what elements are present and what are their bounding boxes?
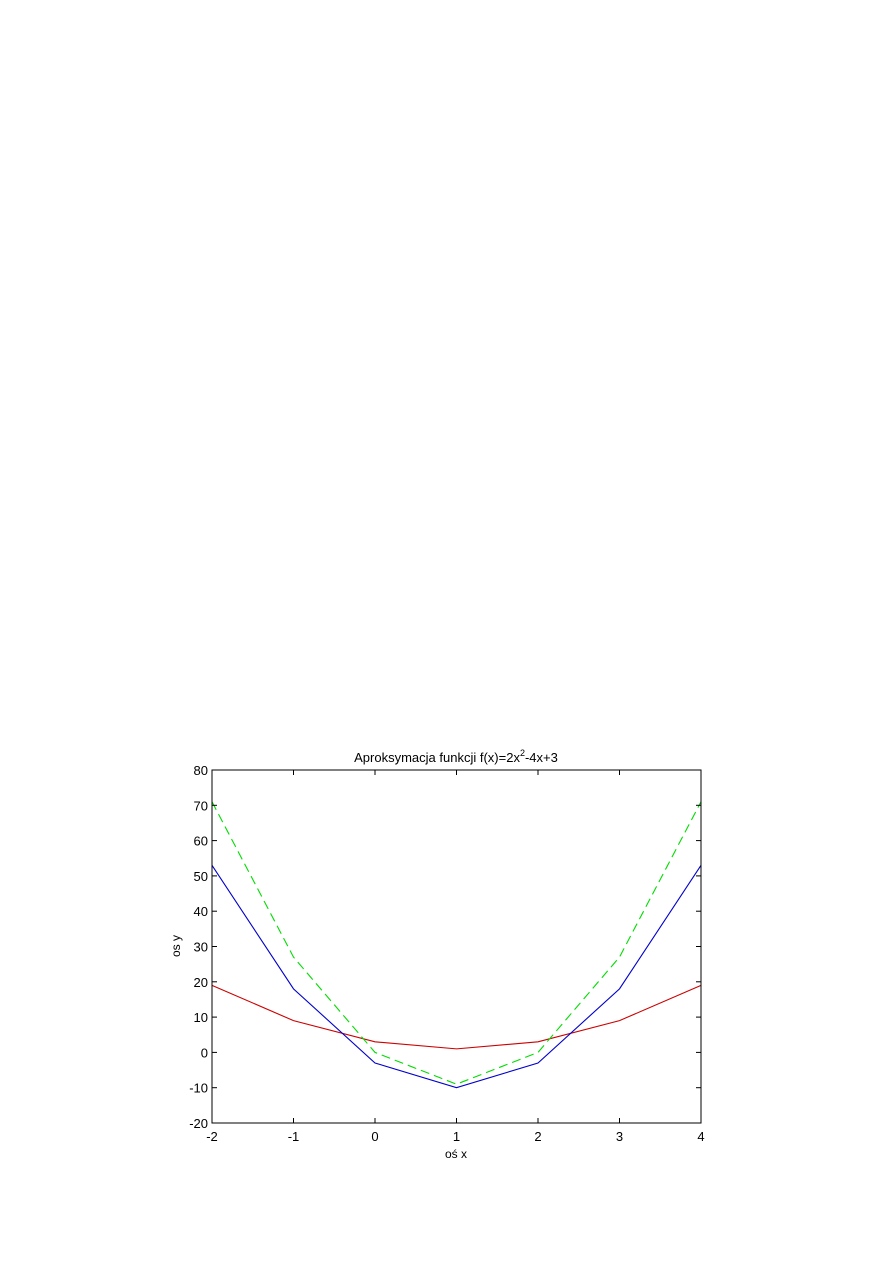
- series-line-1: [211, 984, 702, 1050]
- chart-title-suffix: -4x+3: [525, 750, 558, 765]
- y-tick-label: 10: [194, 1010, 208, 1025]
- x-axis-label: oś x: [445, 1147, 467, 1161]
- y-tick-label: 30: [194, 940, 208, 955]
- y-tick-label: 40: [194, 904, 208, 919]
- y-tick-label: 70: [194, 798, 208, 813]
- x-tick-label: -2: [206, 1129, 218, 1144]
- x-tick-label: -1: [288, 1129, 300, 1144]
- y-tick-label: 80: [194, 763, 208, 778]
- y-tick-label: -10: [189, 1081, 208, 1096]
- chart-title: Aproksymacja funkcji f(x)=2x2-4x+3: [354, 748, 558, 765]
- plot-background: [212, 770, 701, 1123]
- x-tick-label: 3: [616, 1129, 623, 1144]
- y-tick-label: -20: [189, 1116, 208, 1131]
- y-axis-label: os y: [169, 935, 183, 957]
- y-tick-label: 60: [194, 834, 208, 849]
- x-tick-label: 0: [371, 1129, 378, 1144]
- series-line-2: [211, 865, 702, 1089]
- y-tick-label: 50: [194, 869, 208, 884]
- x-tick-label: 1: [453, 1129, 460, 1144]
- series-layer: [211, 801, 702, 1089]
- chart-title-superscript: 2: [520, 748, 525, 758]
- x-tick-label: 2: [534, 1129, 541, 1144]
- series-line-3: [211, 801, 702, 1085]
- y-tick-label: 20: [194, 975, 208, 990]
- plot-frame: [211, 769, 702, 1124]
- y-tick-label: 0: [201, 1045, 208, 1060]
- chart-title-main: Aproksymacja funkcji f(x)=2x: [354, 750, 520, 765]
- x-tick-label: 4: [697, 1129, 704, 1144]
